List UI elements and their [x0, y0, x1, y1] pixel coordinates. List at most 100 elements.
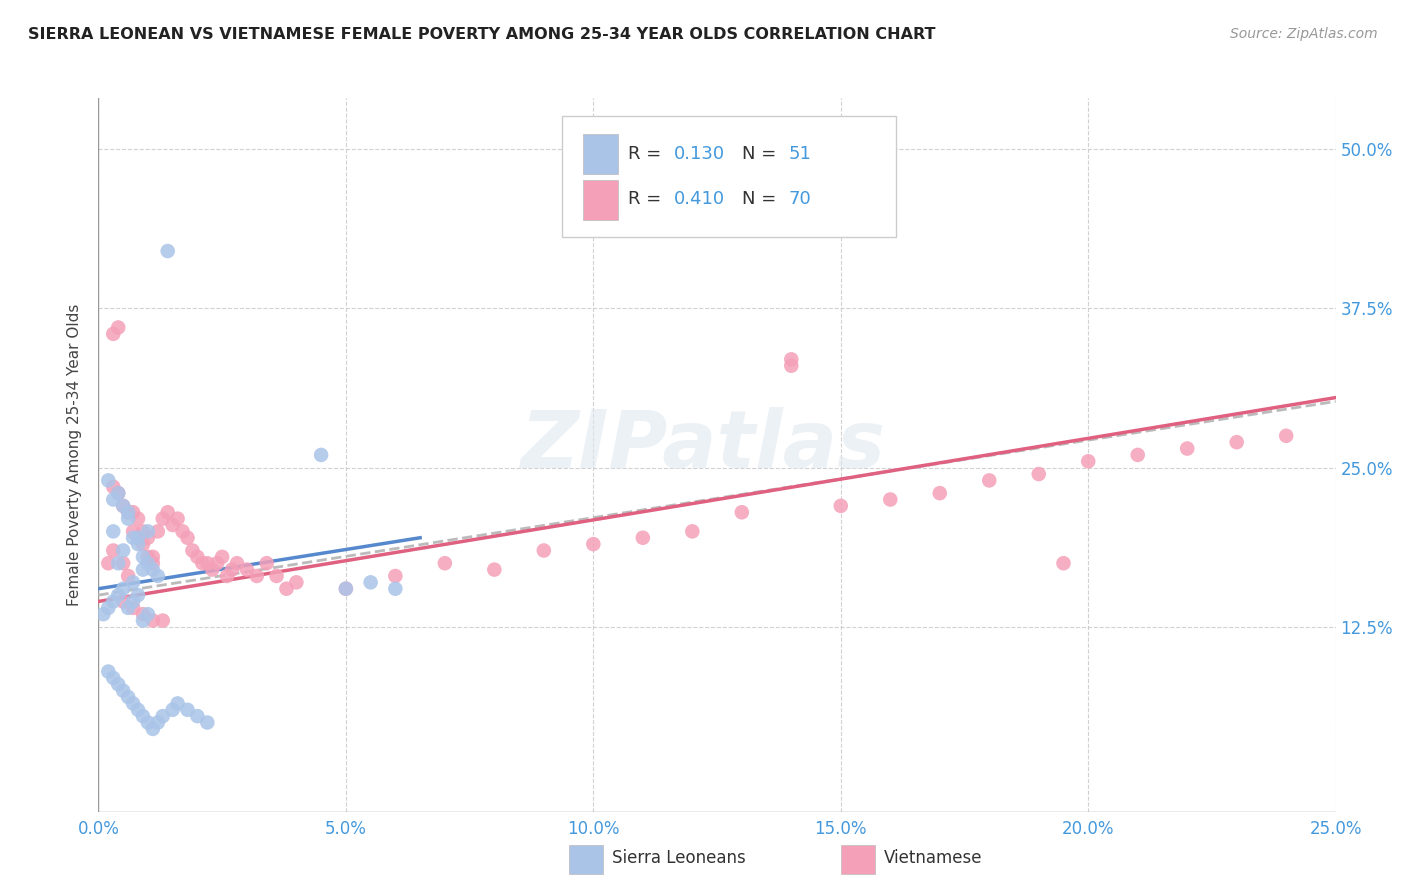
Point: [112, 683, 135, 698]
Point: [1175, 442, 1198, 456]
Point: [103, 492, 125, 507]
Point: [186, 709, 208, 723]
Point: [136, 524, 159, 539]
Point: [97, 600, 120, 615]
Point: [830, 499, 852, 513]
Point: [731, 505, 754, 519]
Point: [879, 492, 901, 507]
Text: 0.130: 0.130: [673, 145, 725, 162]
Point: [122, 697, 145, 711]
Point: [681, 524, 703, 539]
Point: [582, 537, 605, 551]
Point: [132, 549, 155, 564]
Point: [103, 594, 125, 608]
Point: [107, 588, 129, 602]
Point: [309, 448, 332, 462]
Point: [136, 531, 159, 545]
Point: [122, 524, 145, 539]
Bar: [568, 846, 603, 874]
Point: [146, 569, 169, 583]
Point: [533, 543, 555, 558]
Text: Vietnamese: Vietnamese: [884, 849, 983, 867]
Text: Source: ZipAtlas.com: Source: ZipAtlas.com: [1230, 27, 1378, 41]
Point: [136, 607, 159, 622]
Point: [384, 569, 406, 583]
Point: [360, 575, 382, 590]
Point: [195, 556, 218, 570]
Point: [1028, 467, 1050, 481]
Point: [191, 556, 214, 570]
Point: [132, 709, 155, 723]
Point: [780, 359, 803, 373]
Point: [122, 594, 145, 608]
Bar: [841, 846, 876, 874]
Point: [97, 474, 120, 488]
Text: R =: R =: [628, 145, 666, 162]
Text: Sierra Leoneans: Sierra Leoneans: [612, 849, 745, 867]
Text: R =: R =: [628, 191, 666, 209]
Point: [211, 549, 233, 564]
Point: [142, 556, 165, 570]
Point: [166, 697, 188, 711]
Point: [132, 537, 155, 551]
Point: [172, 524, 194, 539]
Point: [226, 556, 249, 570]
Point: [256, 556, 278, 570]
Point: [112, 499, 135, 513]
Point: [127, 531, 149, 545]
Point: [221, 563, 243, 577]
Point: [1052, 556, 1074, 570]
Point: [122, 531, 145, 545]
Point: [146, 715, 169, 730]
Point: [142, 614, 165, 628]
Text: 0.410: 0.410: [673, 191, 725, 209]
Point: [152, 614, 174, 628]
Point: [142, 722, 165, 736]
Point: [246, 569, 269, 583]
Point: [181, 543, 204, 558]
Point: [103, 543, 125, 558]
Point: [103, 671, 125, 685]
Point: [276, 582, 298, 596]
Point: [152, 511, 174, 525]
Point: [97, 556, 120, 570]
Point: [107, 486, 129, 500]
Point: [166, 511, 188, 525]
Point: [117, 690, 139, 704]
Point: [117, 505, 139, 519]
Point: [162, 703, 184, 717]
Text: 70: 70: [789, 191, 811, 209]
Point: [142, 549, 165, 564]
Point: [433, 556, 456, 570]
Point: [780, 352, 803, 367]
Point: [236, 563, 259, 577]
Point: [132, 524, 155, 539]
Text: N =: N =: [742, 191, 782, 209]
Point: [146, 524, 169, 539]
Point: [112, 556, 135, 570]
Point: [1226, 435, 1249, 450]
Y-axis label: Female Poverty Among 25-34 Year Olds: Female Poverty Among 25-34 Year Olds: [67, 304, 83, 606]
Point: [122, 600, 145, 615]
Point: [484, 563, 506, 577]
Point: [132, 607, 155, 622]
Point: [112, 594, 135, 608]
Point: [631, 531, 654, 545]
Point: [1077, 454, 1099, 468]
Point: [205, 556, 228, 570]
Point: [156, 244, 179, 258]
Point: [176, 703, 198, 717]
Point: [152, 709, 174, 723]
Point: [127, 511, 149, 525]
Point: [186, 549, 208, 564]
Point: [107, 556, 129, 570]
Point: [136, 715, 159, 730]
Point: [176, 531, 198, 545]
Bar: [583, 135, 619, 174]
Point: [97, 665, 120, 679]
Point: [103, 326, 125, 341]
Point: [266, 569, 288, 583]
Point: [1275, 429, 1298, 443]
Point: [928, 486, 950, 500]
Text: ZIPatlas: ZIPatlas: [520, 407, 886, 485]
